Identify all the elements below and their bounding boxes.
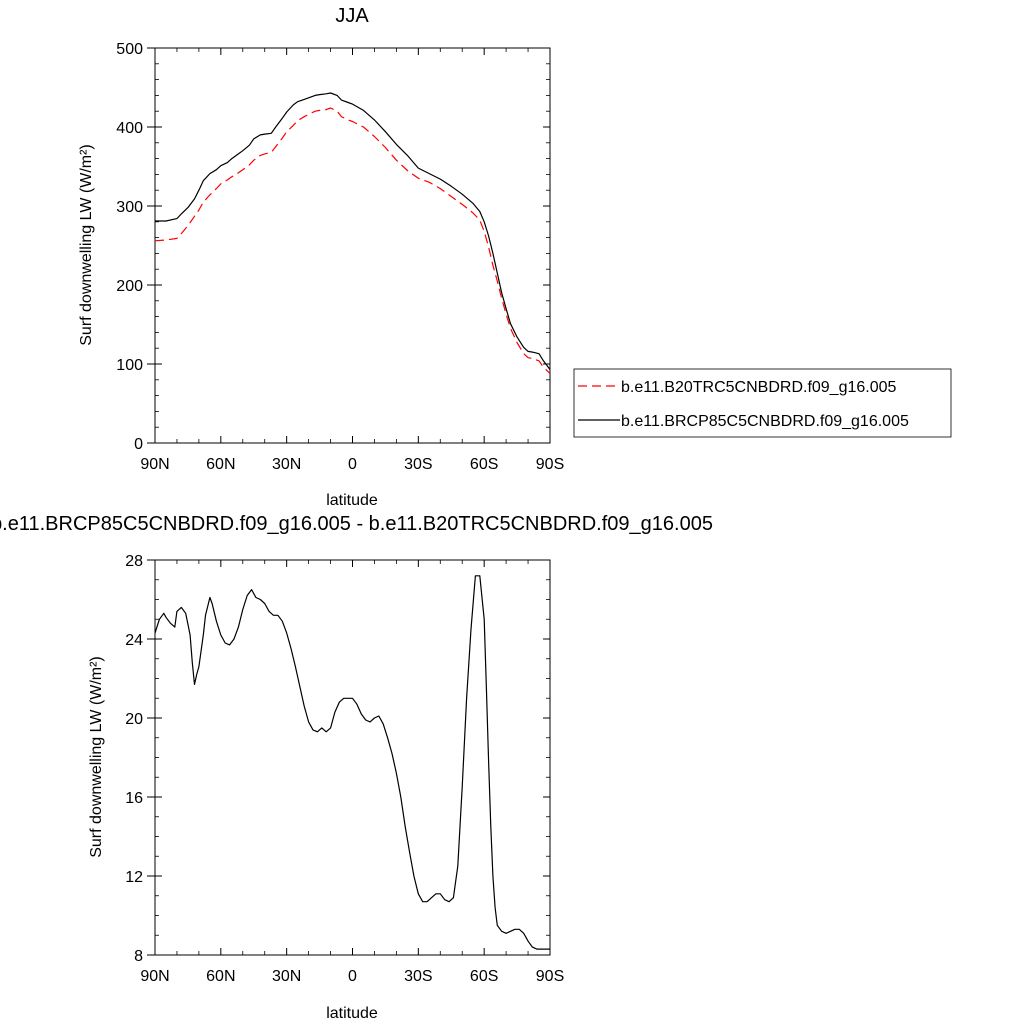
x-tick-label: 0 (348, 456, 357, 473)
difference-series-line (154, 575, 550, 950)
bottom-x-axis-label: latitude (326, 1005, 378, 1022)
x-tick-label: 60N (206, 456, 235, 473)
y-tick-label: 200 (116, 278, 143, 295)
x-tick-label: 30N (272, 968, 301, 985)
bottom-panel-ticks: 90N 60N 30N 0 30S 60S 90S 8 12 16 20 24 28 (125, 553, 564, 985)
y-tick-label: 24 (125, 632, 143, 649)
x-tick-label: 90N (140, 968, 169, 985)
legend-label-historical: b.e11.B20TRC5CNBDRD.f09_g16.005 (621, 379, 897, 396)
top-y-axis-label: Surf downwelling LW (W/m²) (78, 144, 95, 346)
bottom-y-axis-label: Surf downwelling LW (W/m²) (88, 656, 105, 858)
y-tick-label: 8 (134, 948, 143, 965)
legend: b.e11.B20TRC5CNBDRD.f09_g16.005 b.e11.BR… (573, 368, 952, 438)
y-tick-label: 300 (116, 199, 143, 216)
top-panel-ticks: 90N 60N 30N 0 30S 60S 90S 0 100 200 300 400 500 (116, 41, 564, 473)
x-tick-label: 30N (272, 456, 301, 473)
top-panel-title: JJA (335, 5, 369, 27)
y-tick-label: 16 (125, 790, 143, 807)
x-tick-label: 60S (470, 968, 498, 985)
y-tick-label: 100 (116, 357, 143, 374)
y-tick-label: 12 (125, 869, 143, 886)
bottom-panel-lines (154, 575, 550, 950)
bottom-panel-title: b.e11.BRCP85C5CNBDRD.f09_g16.005 - b.e11… (0, 513, 713, 535)
legend-label-rcp85: b.e11.BRCP85C5CNBDRD.f09_g16.005 (621, 413, 909, 430)
y-tick-label: 20 (125, 711, 143, 728)
bottom-plot-frame (154, 559, 551, 956)
x-tick-label: 90S (536, 456, 564, 473)
x-tick-label: 0 (348, 968, 357, 985)
y-tick-label: 0 (134, 436, 143, 453)
x-tick-label: 60N (206, 968, 235, 985)
rcp85-series-line (155, 92, 551, 370)
x-tick-label: 60S (470, 456, 498, 473)
historical-series-line (154, 107, 551, 374)
top-panel-lines (154, 92, 551, 374)
bottom-panel: b.e11.BRCP85C5CNBDRD.f09_g16.005 - b.e11… (0, 513, 713, 1022)
x-tick-label: 90S (536, 968, 564, 985)
y-tick-label: 400 (116, 120, 143, 137)
y-tick-label: 28 (125, 553, 143, 570)
x-tick-label: 30S (404, 968, 432, 985)
x-tick-label: 30S (404, 456, 432, 473)
top-x-axis-label: latitude (326, 492, 378, 509)
legend-box (573, 368, 952, 438)
top-panel: JJA 90N 60N 30N 0 30S 60S 90S0100200300400500 … (78, 5, 564, 509)
x-tick-label: 90N (140, 456, 169, 473)
y-tick-label: 500 (116, 41, 143, 58)
